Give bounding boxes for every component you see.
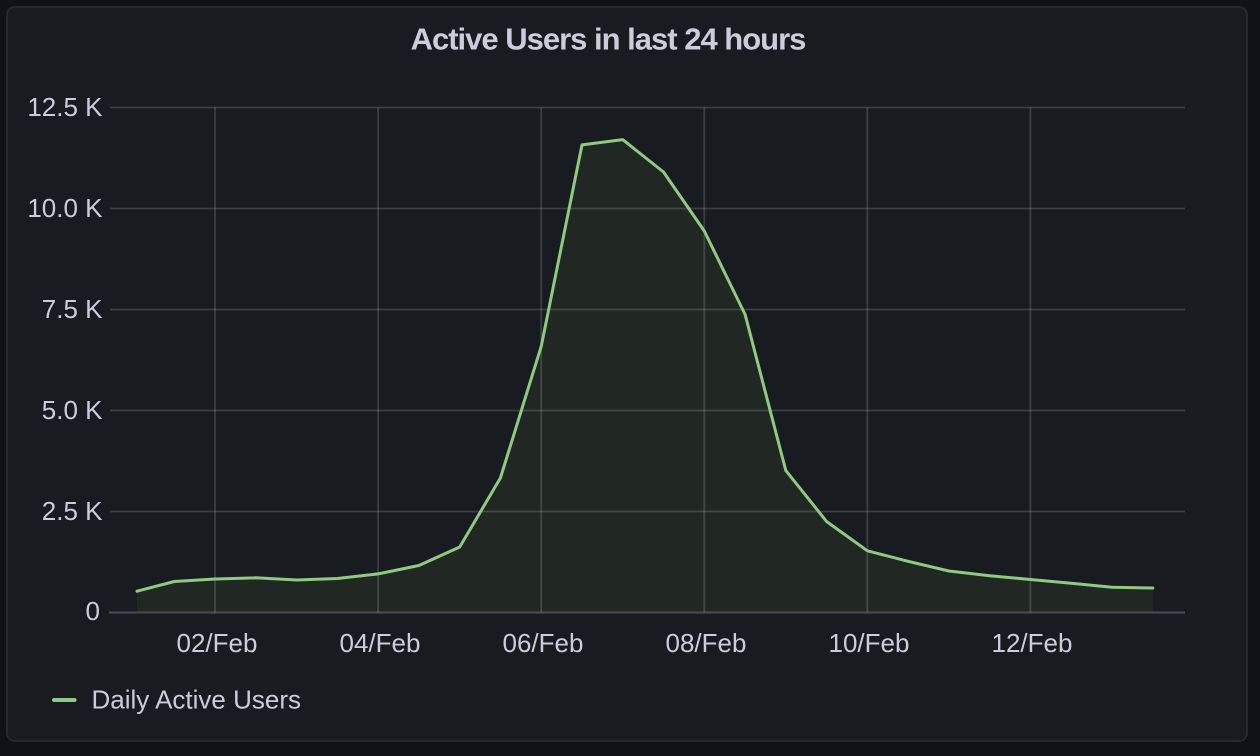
svg-text:5.0 K: 5.0 K [42,395,103,425]
svg-text:2.5 K: 2.5 K [42,496,103,526]
svg-text:04/Feb: 04/Feb [340,628,421,658]
svg-text:06/Feb: 06/Feb [503,628,584,658]
svg-text:10/Feb: 10/Feb [829,628,910,658]
svg-text:08/Feb: 08/Feb [666,628,747,658]
svg-text:10.0 K: 10.0 K [27,193,103,223]
svg-text:0: 0 [86,596,100,626]
svg-text:7.5 K: 7.5 K [42,294,103,324]
svg-text:Daily Active Users: Daily Active Users [92,685,302,715]
svg-text:12/Feb: 12/Feb [992,628,1073,658]
svg-text:02/Feb: 02/Feb [177,628,258,658]
svg-text:Active Users in last 24 hours: Active Users in last 24 hours [411,22,806,57]
svg-text:12.5 K: 12.5 K [27,92,103,122]
